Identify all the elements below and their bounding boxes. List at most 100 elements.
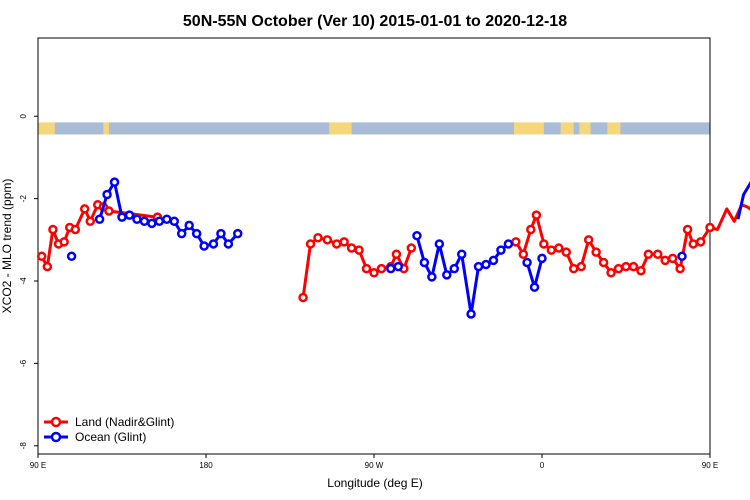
data-point	[576, 261, 586, 272]
data-point	[488, 255, 499, 266]
data-point	[59, 237, 69, 247]
data-point	[208, 239, 219, 249]
data-point	[705, 222, 715, 233]
data-point	[406, 243, 417, 253]
data-point	[354, 245, 364, 255]
data-point	[191, 228, 202, 239]
data-point	[628, 261, 639, 272]
y-tick-label: -6	[19, 359, 28, 367]
data-point	[434, 239, 445, 249]
data-point	[518, 249, 529, 259]
legend-ocean-marker	[50, 431, 62, 443]
data-point	[419, 257, 430, 268]
data-point	[537, 253, 547, 264]
data-point	[223, 239, 234, 249]
x-tick-label: 90 W	[365, 461, 384, 470]
data-point	[561, 247, 572, 257]
data-point	[531, 210, 542, 220]
data-point	[412, 230, 422, 241]
x-tick-label: 90 E	[30, 461, 46, 470]
data-point	[386, 263, 396, 274]
series-layer	[36, 177, 750, 319]
data-point	[305, 239, 316, 249]
data-point	[393, 261, 404, 272]
y-tick-label: -2	[19, 195, 28, 203]
data-point	[591, 247, 601, 257]
data-point	[682, 224, 693, 235]
data-point	[568, 263, 579, 274]
data-point	[554, 243, 564, 253]
sea-band-segment	[620, 122, 710, 135]
data-point	[154, 216, 165, 227]
data-point	[391, 249, 402, 259]
x-tick-label: 0	[540, 461, 545, 470]
x-tick-label: 180	[199, 461, 213, 470]
data-point	[66, 251, 77, 262]
data-point	[667, 253, 678, 264]
data-point	[546, 245, 557, 255]
data-point	[216, 228, 226, 239]
data-point	[503, 239, 514, 249]
data-point	[199, 241, 209, 251]
land-sea-band	[38, 122, 710, 135]
chart-title: 50N-55N October (Ver 10) 2015-01-01 to 2…	[183, 13, 567, 30]
y-tick-label: -4	[19, 277, 28, 285]
sea-band-segment	[54, 122, 104, 135]
data-point	[322, 235, 333, 245]
sea-band-segment	[573, 122, 580, 135]
data-point	[529, 282, 540, 292]
data-point	[688, 239, 698, 249]
data-point	[36, 251, 47, 262]
y-tick-label: -8	[19, 442, 28, 450]
data-point	[42, 261, 53, 272]
data-point	[677, 251, 687, 262]
data-point	[117, 212, 127, 222]
data-point	[132, 214, 142, 224]
sea-band-segment	[590, 122, 608, 135]
series-line	[736, 181, 750, 220]
data-point	[369, 268, 379, 278]
series-land	[36, 200, 750, 303]
data-point	[298, 292, 308, 303]
x-axis-label: Longitude (deg E)	[327, 476, 422, 490]
data-point	[695, 237, 706, 247]
data-point	[169, 216, 180, 227]
legend-land-marker	[50, 416, 62, 428]
data-point	[94, 214, 105, 224]
data-point	[79, 204, 90, 214]
data-point	[331, 239, 342, 249]
data-point	[85, 216, 96, 227]
data-point	[526, 224, 536, 235]
data-point	[376, 263, 387, 274]
sea-band-segment	[543, 122, 561, 135]
data-point	[621, 261, 631, 272]
data-point	[598, 257, 609, 268]
data-point	[104, 206, 114, 216]
data-point	[652, 249, 663, 259]
data-point	[102, 189, 112, 200]
data-point	[232, 228, 243, 239]
data-point	[124, 210, 135, 220]
data-point	[466, 309, 476, 319]
y-tick-label: 0	[19, 113, 28, 118]
data-point	[48, 224, 58, 235]
y-axis-label: XCO2 - MLO trend (ppm)	[0, 179, 14, 314]
data-point	[606, 268, 616, 278]
data-point	[522, 257, 532, 268]
data-point	[675, 263, 685, 274]
data-point	[539, 239, 549, 249]
sea-band-segment	[108, 122, 330, 135]
data-point	[660, 255, 670, 266]
data-point	[636, 265, 646, 276]
data-point	[162, 214, 172, 224]
data-point	[109, 177, 120, 187]
legend: Land (Nadir&Glint) Ocean (Glint)	[44, 415, 174, 444]
series-ocean	[66, 177, 750, 319]
data-point	[442, 270, 452, 280]
data-point	[481, 259, 491, 270]
legend-ocean-label: Ocean (Glint)	[75, 430, 146, 444]
data-point	[583, 235, 594, 245]
data-point	[449, 263, 460, 274]
plot-frame	[37, 37, 711, 455]
